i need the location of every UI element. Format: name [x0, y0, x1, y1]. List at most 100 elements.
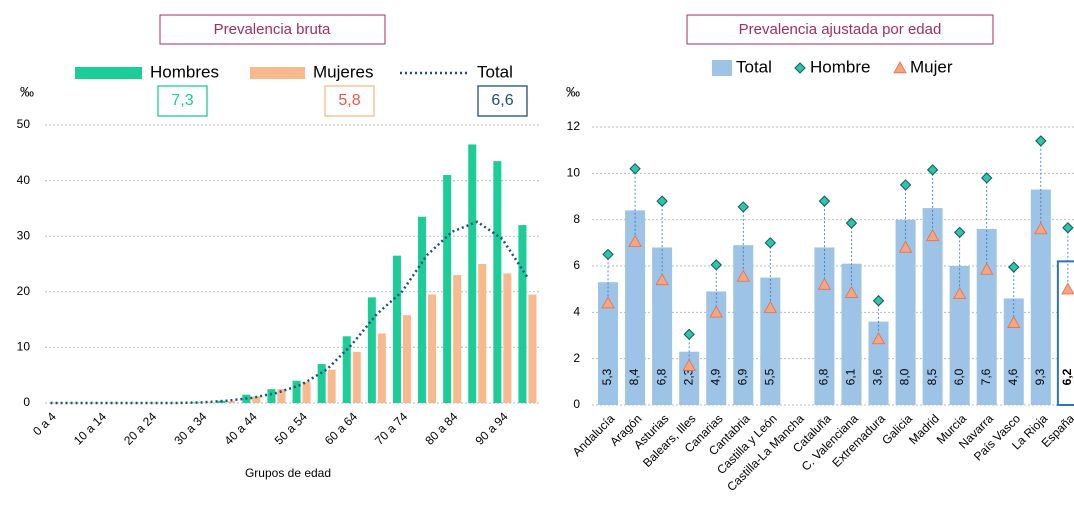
- value-label: 6,8: [817, 368, 831, 385]
- hombre-marker: [845, 217, 858, 229]
- mujer-marker: [898, 240, 913, 253]
- summary-value: 5,8: [338, 92, 360, 109]
- mujer-marker: [628, 234, 642, 247]
- value-label: 3,6: [871, 368, 885, 385]
- x-tick-label: 50 a 54: [272, 409, 310, 447]
- x-tick-label: 20 a 24: [121, 409, 159, 447]
- mujer-marker: [817, 277, 832, 290]
- y-tick-label: 8: [573, 212, 580, 226]
- mujer-marker: [601, 296, 615, 309]
- bar: [528, 294, 537, 403]
- mujer-marker: [952, 286, 967, 299]
- value-label: 8,5: [925, 368, 939, 385]
- value-label: 4,6: [1006, 368, 1020, 385]
- title-box: [159, 14, 386, 45]
- hombre-marker: [926, 164, 939, 176]
- bar: [327, 369, 336, 403]
- bar: [302, 381, 311, 403]
- hombre-marker: [899, 179, 912, 191]
- mujer-marker: [709, 305, 723, 318]
- x-tick-label: Madrid: [906, 411, 942, 447]
- y-tick-label: 12: [567, 119, 581, 133]
- y-tick-label: 2: [573, 351, 580, 365]
- y-tick-label: 40: [17, 173, 31, 187]
- bar: [428, 294, 437, 403]
- chart-title: Prevalencia ajustada por edad: [739, 21, 942, 38]
- hombre-marker: [1062, 222, 1074, 234]
- y-axis-label: ‰: [20, 84, 34, 100]
- bar: [342, 336, 351, 403]
- hombre-marker: [710, 259, 722, 271]
- x-tick-label: 70 a 74: [372, 409, 410, 447]
- y-tick-label: 10: [17, 340, 31, 354]
- bar: [367, 297, 376, 403]
- hombre-marker: [683, 328, 695, 341]
- hombre-marker: [602, 248, 614, 261]
- bar: [922, 208, 943, 405]
- value-label: 8,0: [898, 368, 912, 385]
- bar: [625, 210, 646, 405]
- legend-swatch: [794, 62, 806, 74]
- summary-value: 6,6: [491, 92, 513, 109]
- mujer-marker: [925, 229, 940, 242]
- mujer-marker: [980, 262, 994, 275]
- x-tick-label: 0 a 4: [30, 409, 59, 438]
- value-label: 9,3: [1033, 368, 1047, 385]
- y-tick-label: 4: [573, 305, 580, 319]
- bar: [652, 247, 673, 405]
- bar: [895, 219, 916, 405]
- mujer-marker: [655, 273, 669, 286]
- bar: [598, 282, 619, 405]
- x-tick-label: 90 a 94: [472, 409, 510, 447]
- bar: [518, 225, 527, 403]
- mujer-marker: [1061, 282, 1074, 295]
- legend-swatch: [712, 60, 732, 76]
- bar: [478, 264, 487, 403]
- x-tick-label: 30 a 34: [171, 409, 209, 447]
- x-tick-label: 80 a 84: [422, 409, 460, 447]
- value-label: 4,9: [708, 368, 722, 385]
- bar: [267, 389, 276, 403]
- bar: [949, 266, 970, 405]
- bar: [377, 333, 386, 403]
- bar: [1003, 298, 1024, 405]
- bar: [418, 216, 427, 403]
- bar: [443, 175, 452, 403]
- value-label: 7,6: [979, 368, 993, 385]
- hombre-marker: [872, 295, 885, 307]
- legend-label: Mujeres: [313, 62, 373, 81]
- legend-label: Mujer: [910, 57, 953, 76]
- mujer-marker: [844, 285, 859, 298]
- bar: [679, 351, 700, 405]
- bar: [503, 273, 512, 403]
- summary-value: 7,3: [171, 92, 193, 109]
- hombre-marker: [818, 195, 831, 207]
- bar: [317, 364, 326, 403]
- bar: [706, 291, 727, 405]
- mujer-marker: [1034, 222, 1048, 235]
- legend-swatch: [250, 67, 305, 79]
- bar: [468, 144, 477, 403]
- hombre-marker: [1008, 261, 1020, 273]
- x-tick-label: 60 a 64: [322, 409, 360, 447]
- bar: [453, 275, 462, 403]
- legend-swatch: [893, 61, 907, 74]
- bar: [292, 380, 301, 403]
- legend-label: Hombres: [150, 62, 219, 81]
- y-tick-label: 6: [573, 258, 580, 272]
- legend-label: Hombre: [810, 57, 870, 76]
- mujer-marker: [763, 300, 778, 313]
- mujer-marker: [736, 269, 750, 282]
- bar: [402, 315, 411, 403]
- value-label: 8,4: [627, 368, 641, 385]
- value-label: 6,8: [654, 368, 668, 385]
- hombre-marker: [1035, 135, 1047, 147]
- value-label: 6,0: [952, 368, 966, 385]
- hombre-marker: [981, 172, 993, 184]
- bar: [841, 263, 862, 405]
- bar: [277, 389, 286, 403]
- y-tick-label: 50: [17, 117, 31, 131]
- bar: [252, 396, 261, 403]
- summary-box: [157, 85, 208, 117]
